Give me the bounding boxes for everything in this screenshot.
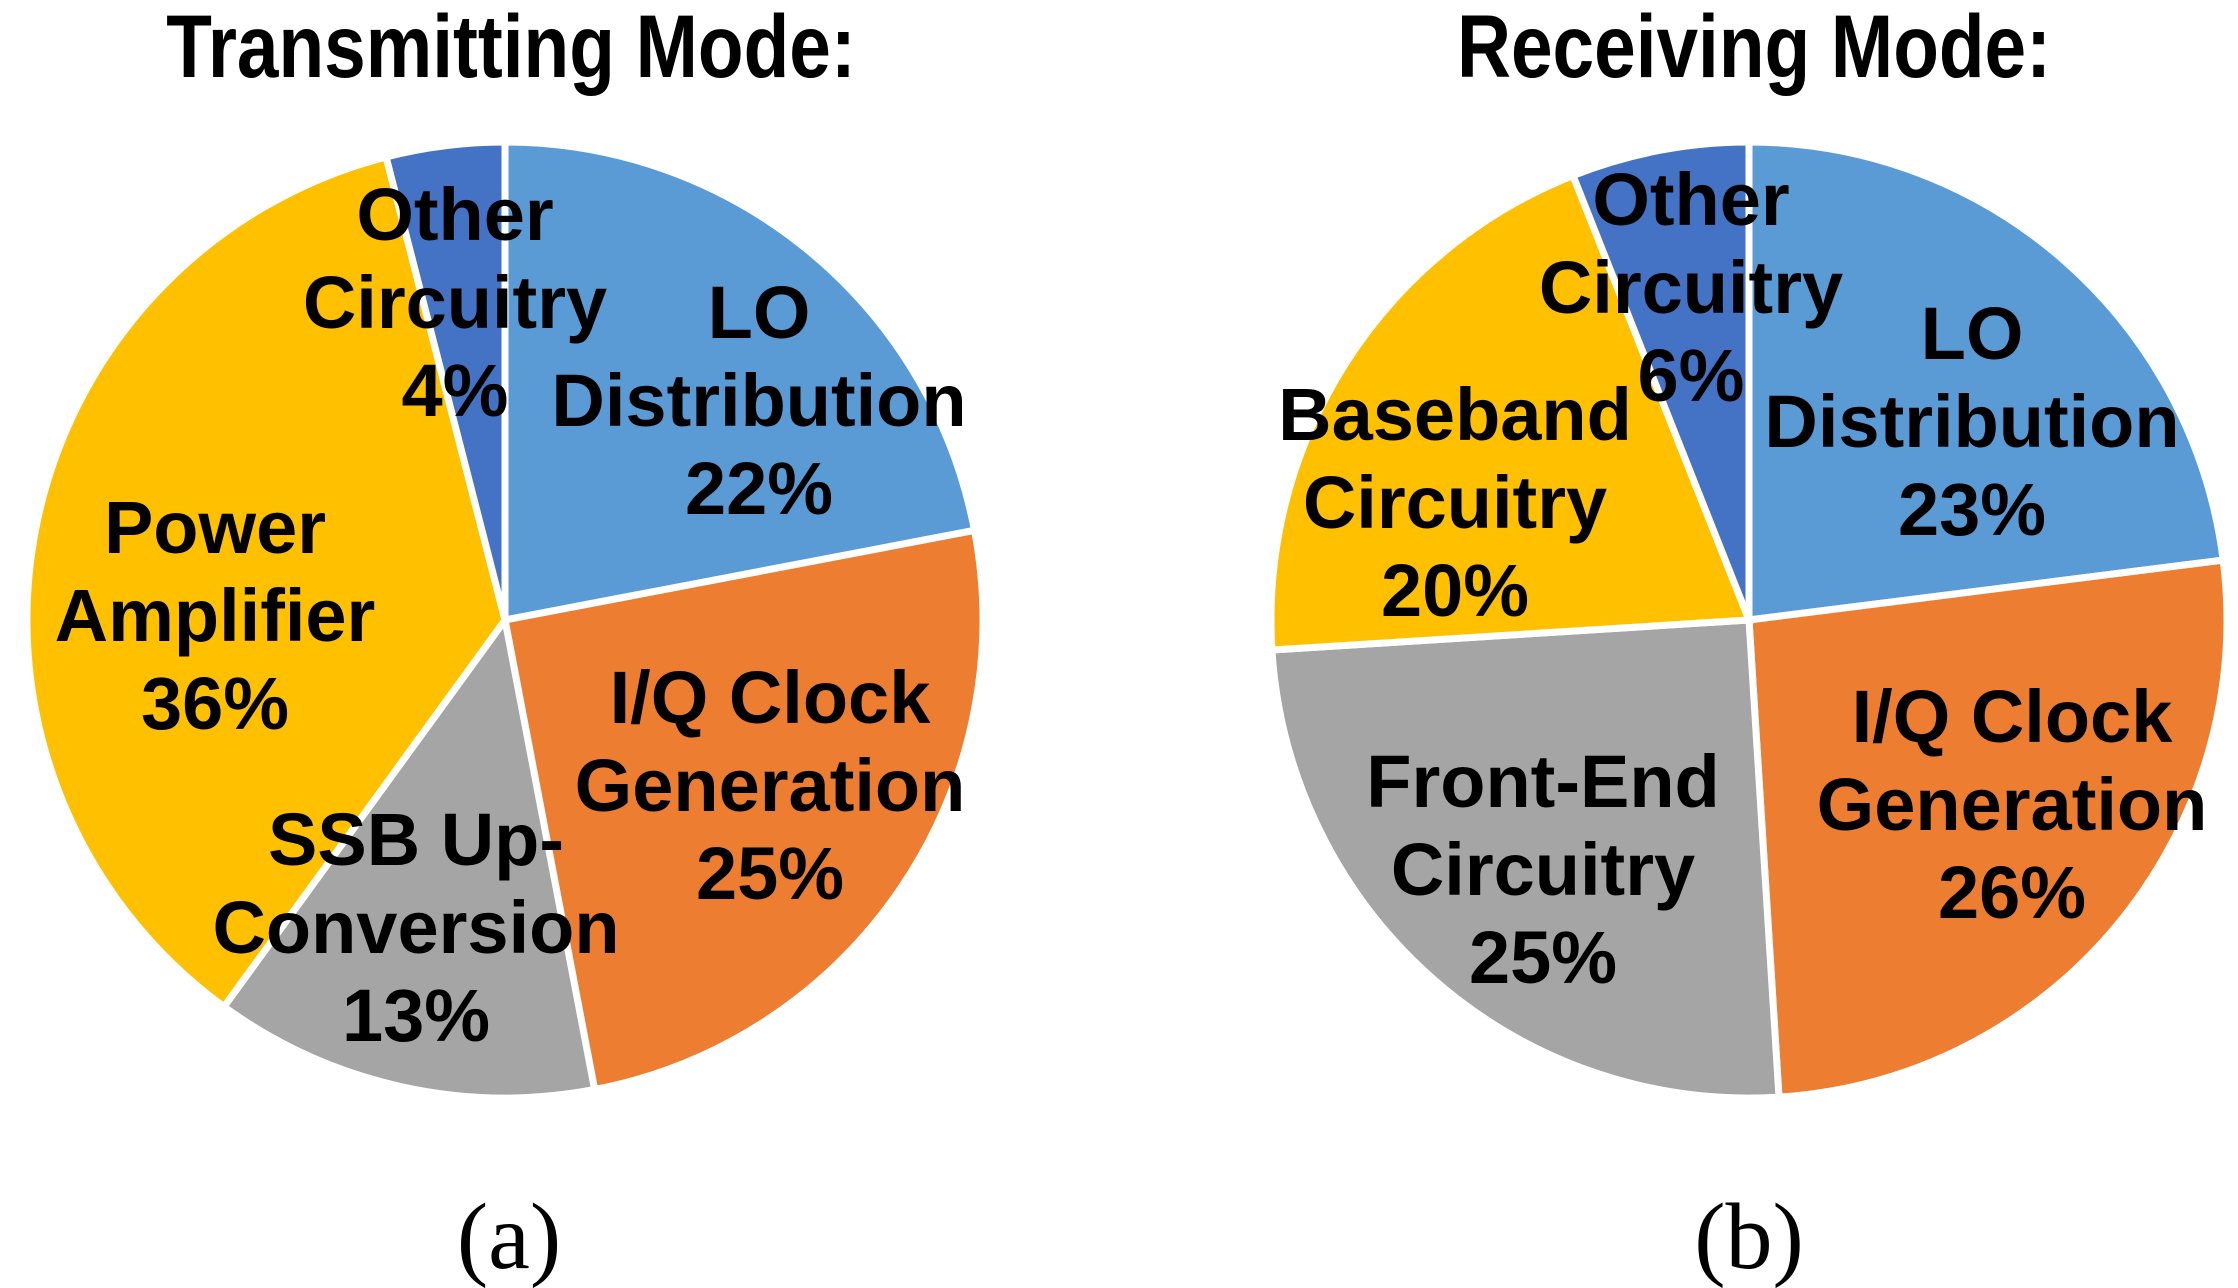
subfigure-caption-a: (a)	[456, 1185, 562, 1288]
slice-label-line: Generation	[574, 744, 966, 827]
slice-label-power-amplifier: Power Amplifier 36%	[55, 484, 376, 748]
slice-label-line: Generation	[1816, 763, 2208, 846]
slice-label-line: Front-End	[1366, 740, 1720, 823]
slice-label-lo-distribution: LO Distribution 23%	[1764, 290, 2179, 554]
pie-slice-i-q-clock-generation	[1745, 556, 2231, 1101]
slice-label-line: 6%	[1637, 334, 1745, 417]
subfigure-caption-b: (b)	[1694, 1185, 1804, 1288]
slice-label-line: I/Q Clock	[609, 656, 931, 739]
slice-label-front-end-circuitry: Front-End Circuitry 25%	[1366, 738, 1719, 1002]
slice-label-line: Distribution	[551, 359, 967, 442]
pie-slice-power-amplifier	[23, 152, 509, 1012]
receiving-mode-pie	[1119, 0, 2238, 1288]
slice-label-line: 22%	[684, 447, 834, 530]
slice-label-line: LO	[707, 271, 811, 354]
transmitting-mode-title: Transmitting Mode:	[166, 0, 856, 96]
slice-label-line: 13%	[341, 974, 491, 1057]
slice-label-line: 25%	[1468, 916, 1618, 999]
slice-label-ssb-up-conversion: SSB Up- Conversion 13%	[212, 796, 619, 1060]
slice-label-line: SSB Up-	[267, 798, 564, 881]
slice-label-line: Power	[103, 486, 327, 569]
receiving-mode-panel: Receiving Mode: (b) LO Distribution 23% I/Q…	[1119, 0, 2238, 1288]
slice-label-line: 4%	[401, 349, 509, 432]
receiving-mode-title: Receiving Mode:	[1456, 0, 2052, 96]
slice-label-other-circuitry: Other Circuitry 6%	[1539, 156, 1843, 420]
pie-slice-lo-distribution	[1745, 138, 2228, 624]
pie-slice-other-circuitry	[381, 138, 509, 621]
slice-label-line: Amplifier	[54, 574, 376, 657]
transmitting-mode-panel: Transmitting Mode: (a) LO Distribution 22%…	[23, 0, 987, 1288]
slice-label-line: 36%	[140, 662, 290, 745]
slice-label-baseband-circuitry: Baseband Circuitry 20%	[1278, 371, 1632, 635]
pie-slice-front-end-circuitry	[1268, 616, 1783, 1102]
slice-label-line: Baseband	[1278, 373, 1632, 456]
slice-label-line: LO	[1920, 292, 2024, 375]
slice-label-lo-distribution: LO Distribution 22%	[551, 269, 966, 533]
slice-label-line: Circuitry	[1538, 246, 1844, 329]
slice-label-i-q-clock-generation: I/Q Clock Generation 25%	[575, 654, 966, 918]
slice-label-line: Conversion	[212, 886, 620, 969]
slice-label-line: Circuitry	[302, 261, 608, 344]
pie-slice-ssb-up-conversion	[219, 611, 599, 1102]
slice-label-line: 20%	[1380, 549, 1530, 632]
slice-label-line: Distribution	[1764, 380, 2180, 463]
pie-slice-lo-distribution	[501, 138, 979, 625]
slice-label-line: Circuitry	[1390, 828, 1696, 911]
slice-label-line: Other	[356, 173, 554, 256]
slice-label-line: 23%	[1897, 468, 2047, 551]
slice-label-i-q-clock-generation: I/Q Clock Generation 26%	[1817, 673, 2208, 937]
slice-label-line: 25%	[695, 832, 845, 915]
slice-label-line: Circuitry	[1302, 461, 1608, 544]
slice-label-line: Other	[1592, 158, 1790, 241]
pie-slice-other-circuitry	[1568, 138, 1753, 622]
slice-label-line: I/Q Clock	[1851, 675, 2173, 758]
transmitting-mode-pie	[23, 138, 987, 1102]
pie-slice-i-q-clock-generation	[500, 526, 987, 1094]
pie-slice-baseband-circuitry	[1267, 171, 1755, 654]
slice-label-line: 26%	[1937, 851, 2087, 934]
slice-label-other-circuitry: Other Circuitry 4%	[303, 171, 607, 435]
